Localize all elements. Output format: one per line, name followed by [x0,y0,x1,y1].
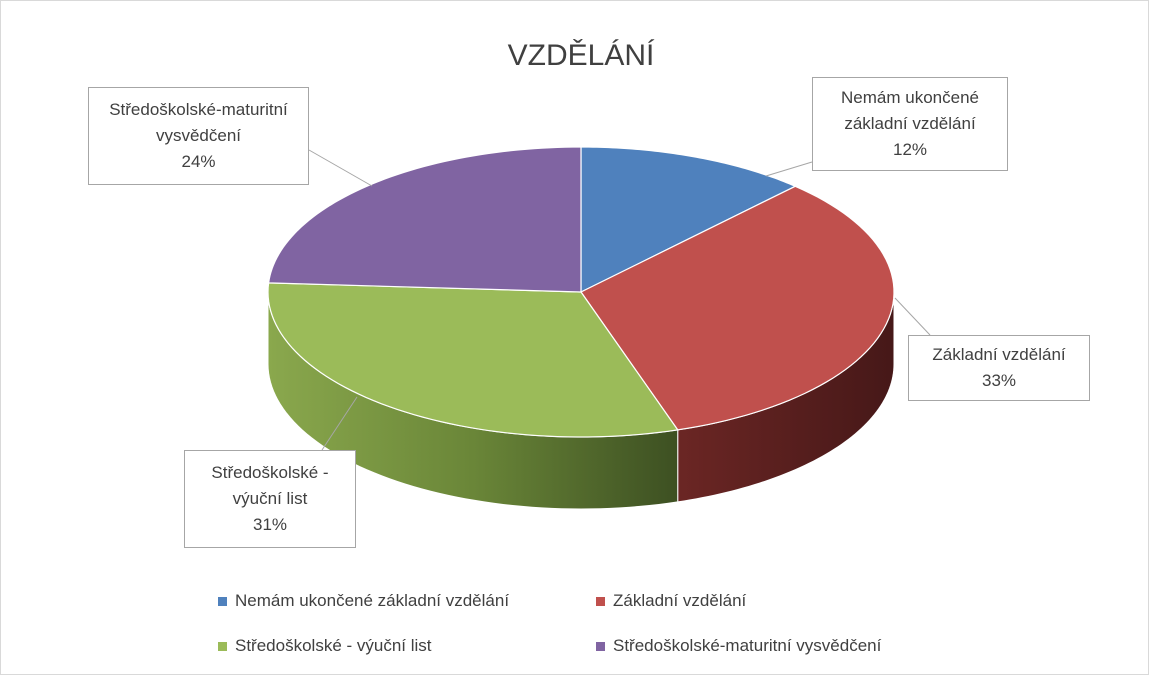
pie [267,146,895,510]
legend-item: Základní vzdělání [596,588,956,614]
legend-label: Středoškolské-maturitní vysvědčení [613,636,882,655]
legend-swatch [596,596,605,606]
slice [267,282,679,438]
chart-title: VZDĚLÁNÍ [508,39,655,72]
slice [580,185,895,431]
legend-item: Středoškolské - výuční list [218,633,596,659]
slice [267,146,582,293]
legend-swatch [218,641,227,651]
legend-label: Středoškolské - výuční list [235,636,432,655]
legend-item: Nemám ukončené základní vzdělání [218,588,596,614]
leader-line [321,396,358,451]
leader-line [308,149,373,187]
legend-label: Nemám ukončené základní vzdělání [235,591,510,610]
data-label: Středoškolské-maturitní vysvědčení 24% [88,87,309,185]
data-label: Středoškolské - výuční list 31% [184,450,356,548]
legend: Nemám ukončené základní vzdělání Základní… [218,588,956,659]
data-label: Nemám ukončené základní vzdělání 12% [812,77,1008,171]
legend-swatch [596,641,605,651]
data-label: Základní vzdělání 33% [908,335,1090,401]
leader-lines [308,149,931,451]
leader-line [765,161,813,177]
legend-item: Středoškolské-maturitní vysvědčení [596,633,956,659]
legend-label: Základní vzdělání [613,591,747,610]
leader-line [894,297,931,336]
legend-swatch [218,596,227,606]
